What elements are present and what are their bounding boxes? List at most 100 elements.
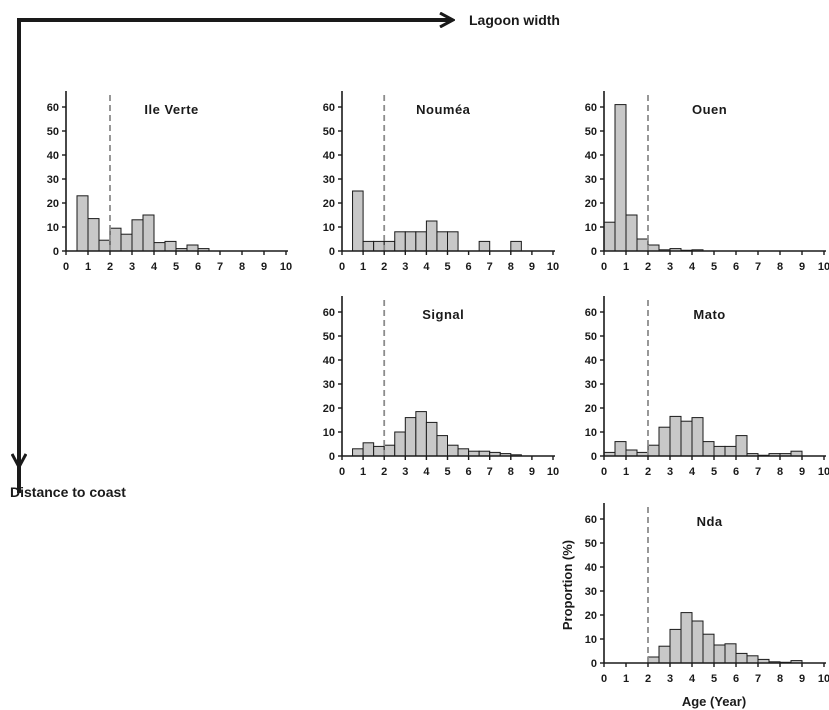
panel-mato-x-tick-label: 5 <box>711 466 717 478</box>
panel-noumea-x-tick-label: 0 <box>339 261 345 273</box>
panel-ouen-x-tick-label: 9 <box>799 261 805 273</box>
panel-mato-x-tick-label: 4 <box>689 466 696 478</box>
panel-noumea-y-tick-label: 30 <box>323 174 335 186</box>
panel-ile-verte-x-tick-label: 1 <box>85 261 91 273</box>
panel-ouen-x-tick-label: 4 <box>689 261 696 273</box>
panel-ouen: 0 10 20 30 40 50 60 0 1 2 3 4 5 6 7 8 9 10 Ouen <box>585 91 829 273</box>
panel-mato-y-tick-label: 60 <box>585 307 597 319</box>
panel-ile-verte-y-tick-label: 30 <box>47 174 59 186</box>
panel-ile-verte-y-tick-label: 60 <box>47 102 59 114</box>
panel-mato-y-tick-label: 50 <box>585 331 597 343</box>
panel-nda-x-tick-label: 6 <box>733 673 739 685</box>
panel-signal-y-tick-label: 20 <box>323 403 335 415</box>
panel-nda-bar <box>669 628 682 664</box>
panel-nda-bar <box>680 612 693 664</box>
panel-nda-bar <box>702 633 715 664</box>
panel-signal-x-tick-label: 10 <box>547 466 559 478</box>
panel-mato-x-tick-label: 10 <box>818 466 829 478</box>
panel-ouen-bar <box>603 221 616 252</box>
panel-ile-verte-y-tick-label: 0 <box>53 246 59 258</box>
panel-noumea-bar <box>478 240 491 252</box>
lagoon-width-label: Lagoon width <box>469 12 560 28</box>
panel-noumea-y-tick-label: 10 <box>323 222 335 234</box>
panel-ile-verte-x-tick-label: 4 <box>151 261 158 273</box>
panel-mato-y-tick-label: 40 <box>585 355 597 367</box>
panel-signal-bar <box>383 444 396 457</box>
panel-nda-x-tick-label: 10 <box>818 673 829 685</box>
panel-noumea-x-tick-label: 5 <box>444 261 450 273</box>
panel-noumea-x-tick-label: 6 <box>466 261 472 273</box>
panel-ouen-x-tick-label: 1 <box>623 261 629 273</box>
panel-ile-verte-bar <box>76 195 89 252</box>
panel-nda-y-tick-label: 30 <box>585 586 597 598</box>
panel-mato-bar <box>647 444 660 457</box>
panel-noumea-bar <box>404 231 417 252</box>
panel-signal-bar <box>373 445 385 457</box>
panel-signal-y-tick-label: 40 <box>323 355 335 367</box>
panel-mato-bar <box>625 449 638 457</box>
panel-ile-verte-title: Ile Verte <box>144 102 198 117</box>
panel-noumea-bar <box>362 240 375 252</box>
panel-ouen-y-tick-label: 60 <box>585 102 597 114</box>
panel-ile-verte-y-tick-label: 50 <box>47 126 59 138</box>
panel-ouen-y-tick-label: 20 <box>585 198 597 210</box>
panel-nda-bar <box>691 620 704 664</box>
panel-mato-x-tick-label: 3 <box>667 466 673 478</box>
panel-mato-x-tick-label: 6 <box>733 466 739 478</box>
panel-nda-y-tick-label: 40 <box>585 562 597 574</box>
panel-noumea-bar <box>373 240 385 252</box>
distance-to-coast-label: Distance to coast <box>10 484 126 500</box>
panel-nda: 0 10 20 30 40 50 60 0 1 2 3 4 5 6 7 8 9 10 Nda Age (Year) Pr… <box>560 503 829 709</box>
panel-mato-y-tick-label: 0 <box>591 451 597 463</box>
panel-mato-x-tick-label: 7 <box>755 466 761 478</box>
panel-mato-bar <box>658 426 671 457</box>
panel-nda-bar <box>724 643 737 664</box>
panel-signal-x-tick-label: 1 <box>360 466 366 478</box>
panel-ile-verte-x-tick-label: 10 <box>280 261 292 273</box>
panel-nda-x-tick-label: 1 <box>623 673 629 685</box>
panel-ile-verte-y-tick-label: 20 <box>47 198 59 210</box>
panel-nda-bar <box>713 644 726 664</box>
panel-ile-verte-y-tick-label: 10 <box>47 222 59 234</box>
panel-noumea-x-tick-label: 4 <box>423 261 430 273</box>
panel-noumea-x-tick-label: 7 <box>487 261 493 273</box>
panel-noumea-y-tick-label: 40 <box>323 150 335 162</box>
panel-signal-bar <box>425 421 438 457</box>
panel-ile-verte-x-tick-label: 2 <box>107 261 113 273</box>
panel-ouen-y-tick-label: 0 <box>591 246 597 258</box>
panel-mato-bar <box>680 420 693 457</box>
panel-ile-verte-bar <box>109 227 122 252</box>
panel-signal-title: Signal <box>422 307 464 322</box>
panel-nda-bar <box>735 652 748 664</box>
panel-noumea-x-tick-label: 8 <box>508 261 514 273</box>
panel-noumea-bar <box>394 231 406 252</box>
panel-ile-verte-bar <box>87 218 100 252</box>
panel-ile-verte-bar <box>120 233 133 252</box>
panel-noumea: 0 10 20 30 40 50 60 0 1 2 3 4 5 6 7 8 9 10 Nouméa <box>323 91 559 273</box>
panel-ile-verte-bar <box>142 214 155 252</box>
panel-mato-y-tick-label: 20 <box>585 403 597 415</box>
panel-signal-x-tick-label: 0 <box>339 466 345 478</box>
panel-ile-verte-x-tick-label: 7 <box>217 261 223 273</box>
panel-noumea-x-tick-label: 2 <box>381 261 387 273</box>
panel-signal-y-tick-label: 60 <box>323 307 335 319</box>
panel-nda-y-tick-label: 60 <box>585 514 597 526</box>
panel-ouen-y-tick-label: 40 <box>585 150 597 162</box>
panel-signal-x-tick-label: 7 <box>487 466 493 478</box>
panel-nda-x-tick-label: 5 <box>711 673 717 685</box>
panel-ouen-x-tick-label: 3 <box>667 261 673 273</box>
panel-signal-y-tick-label: 10 <box>323 427 335 439</box>
panel-ile-verte-bar <box>153 242 166 252</box>
panel-mato-bar <box>669 415 682 457</box>
panel-ouen-y-tick-label: 50 <box>585 126 597 138</box>
panel-signal-bar <box>447 444 459 457</box>
panel-noumea-y-tick-label: 50 <box>323 126 335 138</box>
panel-nda-y-tick-label: 50 <box>585 538 597 550</box>
panel-mato-bar <box>702 441 715 457</box>
panel-ile-verte: 0 10 20 30 40 50 60 0 1 2 3 4 5 6 7 8 9 10 Ile Verte <box>47 91 292 273</box>
panel-signal-bar <box>457 448 470 457</box>
gradient-axes: Lagoon width Distance to coast <box>10 12 560 500</box>
panel-ile-verte-x-tick-label: 9 <box>261 261 267 273</box>
panel-noumea-title: Nouméa <box>416 102 471 117</box>
panel-signal-bar <box>352 448 364 457</box>
